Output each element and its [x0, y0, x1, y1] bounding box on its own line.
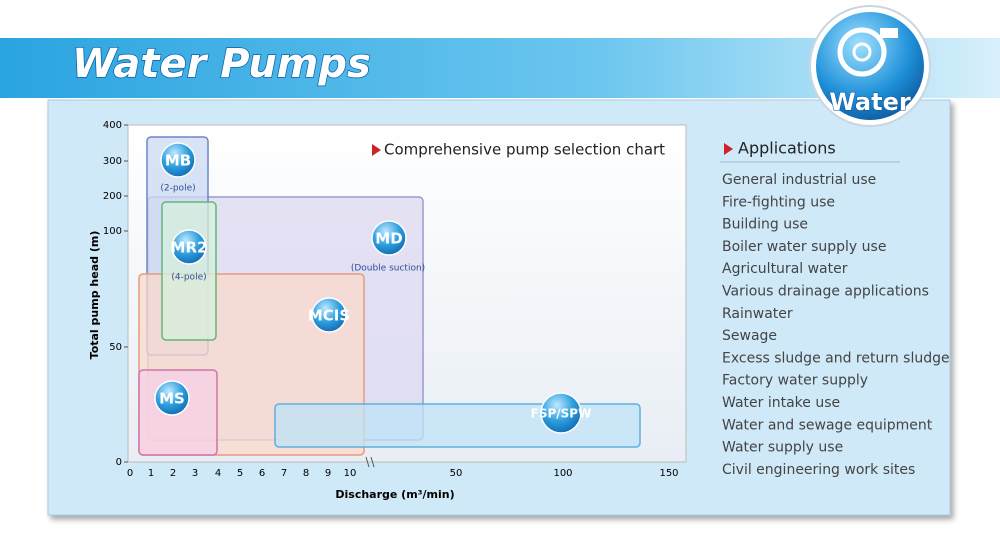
region-label: MD [375, 230, 402, 248]
application-item: General industrial use [722, 172, 876, 188]
marker [372, 144, 381, 156]
x-tick-label: 100 [553, 468, 572, 479]
applications-title: Applications [738, 139, 836, 158]
application-item: Rainwater [722, 306, 793, 322]
pump-icon [852, 42, 872, 62]
x-tick-label: 50 [450, 468, 463, 479]
region [161, 201, 217, 341]
y-tick-label: 50 [109, 342, 122, 353]
y-tick-label: 300 [103, 156, 122, 167]
y-tick-label: 400 [103, 120, 122, 131]
x-tick-label: 9 [325, 468, 331, 479]
x-tick-label: 4 [215, 468, 221, 479]
x-tick-label: 8 [303, 468, 309, 479]
region-note: (4-pole) [171, 273, 206, 283]
y-tick-label: 100 [103, 226, 122, 237]
page-title: Water Pumps [72, 41, 371, 87]
x-tick-label: 0 [127, 468, 133, 479]
y-tick-label: 0 [116, 457, 122, 468]
x-axis-label: Discharge (m³/min) [335, 488, 454, 501]
region-label: MS [159, 390, 185, 408]
application-item: Various drainage applications [722, 284, 929, 300]
x-tick-label: 6 [259, 468, 265, 479]
x-tick-label: 2 [170, 468, 176, 479]
region-badge [160, 142, 196, 178]
x-tick-label: 10 [344, 468, 357, 479]
x-tick-label: 3 [192, 468, 198, 479]
application-item: Sewage [722, 328, 777, 344]
region-label: MCIS [308, 307, 350, 325]
region-badge [154, 380, 190, 416]
application-item: Agricultural water [722, 261, 848, 277]
region-note: (2-pole) [160, 184, 195, 194]
region-note: (Double suction) [351, 264, 425, 274]
pump-icon [837, 27, 887, 77]
region-badge [371, 220, 407, 256]
application-item: Excess sludge and return sludge [722, 350, 950, 366]
x-tick-label: 7 [281, 468, 287, 479]
application-item: Water supply use [722, 440, 843, 456]
region-badge [171, 229, 207, 265]
axis-break [365, 456, 375, 468]
badge-label: Water [829, 88, 911, 116]
x-tick-label: 1 [148, 468, 154, 479]
application-item: Building use [722, 217, 808, 233]
y-tick-label: 200 [103, 191, 122, 202]
region-label: MB [165, 152, 191, 170]
application-item: Factory water supply [722, 373, 868, 389]
application-item: Civil engineering work sites [722, 462, 915, 478]
application-item: Boiler water supply use [722, 239, 886, 255]
region-label: MR2 [171, 239, 208, 257]
chart-title: Comprehensive pump selection chart [384, 141, 665, 159]
application-item: Water and sewage equipment [722, 417, 933, 433]
y-axis-label: Total pump head (m) [88, 231, 101, 360]
application-item: Fire-fighting use [722, 194, 835, 210]
region-label: FSP/SPW [531, 407, 592, 421]
application-item: Water intake use [722, 395, 840, 411]
pump-icon [880, 28, 898, 38]
region-badge [540, 392, 582, 434]
marker [724, 143, 733, 155]
x-tick-label: 5 [237, 468, 243, 479]
x-tick-label: 150 [659, 468, 678, 479]
region-badge [311, 297, 347, 333]
